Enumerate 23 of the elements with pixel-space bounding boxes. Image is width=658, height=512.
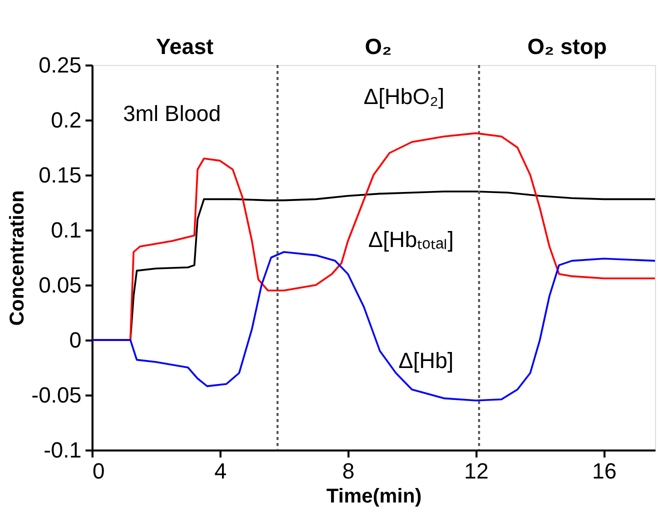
annotation: Δ[Hbₜₒₜₐₗ]: [368, 227, 454, 252]
x-tick-label: 16: [592, 458, 617, 484]
y-tick-label: -0.1: [44, 438, 82, 462]
y-axis-title: Concentration: [6, 190, 28, 326]
y-tick-label: 0.05: [38, 272, 82, 298]
x-tick-label: 0: [92, 458, 105, 484]
x-tick-label: 8: [342, 458, 355, 484]
y-tick-label: 0.15: [38, 162, 82, 188]
text: O₂: [364, 34, 392, 59]
text: Yeast: [156, 34, 214, 59]
line-series: [91, 251, 656, 402]
x-tick-label: 4: [214, 458, 227, 484]
y-tick-label: 0: [69, 328, 82, 352]
annotation: Δ[Hb]: [398, 348, 454, 373]
y-tick-label: 0.1: [50, 218, 82, 242]
y-tick-label: -0.05: [31, 382, 82, 408]
y-tick-label: 0.2: [50, 108, 82, 132]
annotation: 3ml Blood: [123, 101, 221, 126]
annotation: Δ[HbO₂]: [364, 84, 444, 109]
y-tick-label: 0.25: [38, 52, 82, 78]
x-tick-label: 12: [464, 458, 489, 484]
x-axis-title: Time(min): [326, 486, 422, 508]
text: O₂ stop: [527, 34, 607, 59]
